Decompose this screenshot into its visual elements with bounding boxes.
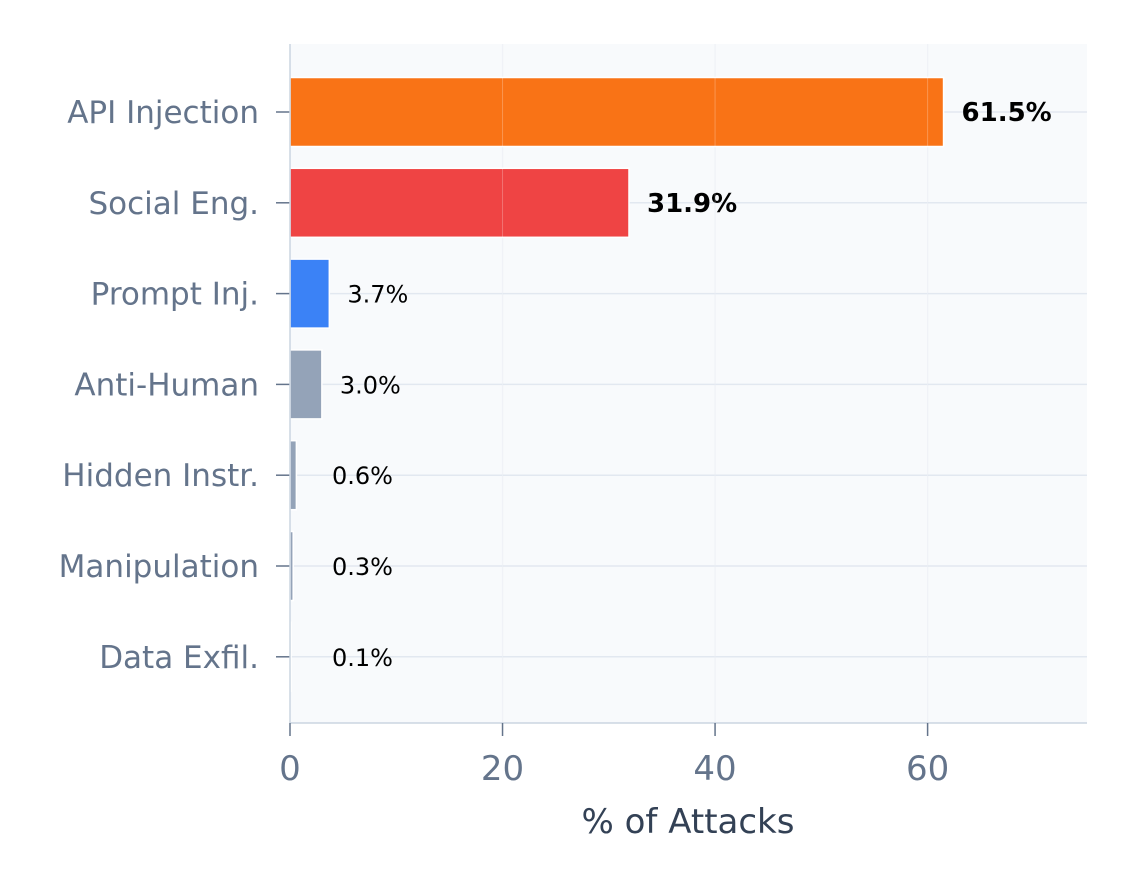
x-tick-label: 40 — [693, 749, 736, 789]
bar — [289, 167, 630, 239]
x-axis-ticks: 0 20 40 60 — [279, 723, 949, 789]
category-label: Social Eng. — [88, 186, 259, 222]
bar-value-label: 3.7% — [347, 281, 408, 309]
bar-value-label: 3.0% — [340, 371, 401, 399]
x-axis-title: % of Attacks — [582, 802, 795, 842]
category-label: API Injection — [67, 95, 259, 131]
category-label: Hidden Instr. — [62, 458, 259, 494]
bar — [289, 76, 945, 148]
grid-lines — [290, 44, 1087, 723]
bar-value-label: 0.6% — [332, 462, 393, 490]
bar-value-label: 31.9% — [647, 189, 737, 219]
bar — [289, 439, 298, 511]
x-tick-label: 20 — [481, 749, 524, 789]
plot-background — [290, 44, 1087, 723]
bar — [289, 258, 331, 329]
bar — [289, 349, 323, 420]
bar-value-label: 0.1% — [332, 644, 393, 672]
x-tick-label: 60 — [906, 749, 949, 789]
category-label: Manipulation — [59, 549, 259, 585]
category-label: Prompt Inj. — [91, 277, 259, 313]
y-axis-ticks: API Injection Social Eng. Prompt Inj. Anti-… — [59, 95, 290, 676]
bars: 61.5% 31.9% 3.7% 3.0% 0.6% 0.3% 0.1% — [289, 44, 1052, 723]
category-label: Data Exfil. — [99, 640, 259, 676]
x-tick-label: 0 — [279, 749, 301, 789]
bar-value-label: 61.5% — [962, 98, 1052, 128]
category-label: Anti-Human — [74, 367, 259, 403]
bar-value-label: 0.3% — [332, 553, 393, 581]
